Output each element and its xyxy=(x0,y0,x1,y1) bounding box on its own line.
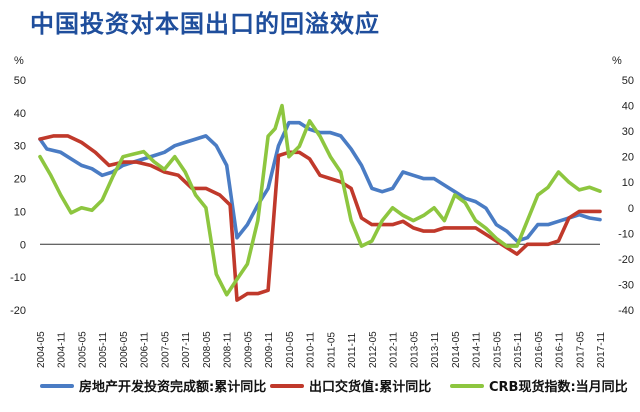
right-tick-label: -40 xyxy=(618,305,634,317)
right-tick-label: 0 xyxy=(628,203,634,215)
x-tick-label: 2011-05 xyxy=(326,332,337,368)
x-tick-label: 2010-05 xyxy=(285,331,296,368)
x-tick-label: 2007-11 xyxy=(181,332,192,368)
left-tick-label: 0 xyxy=(20,239,26,251)
right-tick-label: 20 xyxy=(622,152,634,164)
x-tick-label: 2008-11 xyxy=(223,332,234,368)
x-tick-label: 2008-05 xyxy=(202,331,213,368)
legend-label: CRB现货指数:当月同比 xyxy=(489,380,628,395)
left-tick-label: 40 xyxy=(14,108,26,120)
right-tick-label: 50 xyxy=(622,75,634,87)
right-tick-label: -20 xyxy=(618,254,634,266)
series-line-2 xyxy=(38,134,602,302)
x-tick-label: 2013-11 xyxy=(430,332,441,368)
x-tick-label: 2009-11 xyxy=(264,332,275,368)
x-tick-label: 2011-11 xyxy=(347,332,358,368)
x-tick-label: 2015-05 xyxy=(492,331,503,368)
x-tick-label: 2005-05 xyxy=(77,331,88,368)
left-tick-label: -20 xyxy=(10,305,26,317)
x-tick-label: 2014-05 xyxy=(451,331,462,368)
x-tick-label: 2004-11 xyxy=(57,332,68,368)
right-axis-unit: % xyxy=(612,55,622,67)
x-tick-label: 2017-11 xyxy=(596,332,607,368)
right-tick-label: -10 xyxy=(618,228,634,240)
legend: 房地产开发投资完成额:累计同比 出口交货值:累计同比 CRB现货指数:当月同比 xyxy=(40,376,640,398)
x-tick-label: 2016-11 xyxy=(555,332,566,368)
legend-swatch xyxy=(270,383,304,388)
right-tick-label: -30 xyxy=(618,279,634,291)
x-tick-label: 2004-05 xyxy=(36,331,47,368)
chart-title: 中国投资对本国出口的回溢效应 xyxy=(30,10,380,38)
axes-layer: % % -20 -10 0 10 20 30 40 50 -40 -30 -20 -10 0 10 20 30 40… xyxy=(10,55,634,368)
legend-swatch xyxy=(450,383,484,388)
x-tick-label: 2015-11 xyxy=(513,332,524,368)
right-tick-label: 40 xyxy=(622,101,634,113)
left-tick-label: 30 xyxy=(14,141,26,153)
left-tick-label: 50 xyxy=(14,75,26,87)
left-tick-label: -10 xyxy=(10,272,26,284)
legend-item-3: CRB现货指数:当月同比 xyxy=(450,376,628,395)
series-line-1 xyxy=(38,120,602,243)
x-tick-label: 2009-05 xyxy=(243,331,254,368)
x-tick-label: 2010-11 xyxy=(306,332,317,368)
x-tick-label: 2006-11 xyxy=(140,332,151,368)
x-tick-label: 2005-11 xyxy=(98,332,109,368)
right-tick-label: 30 xyxy=(622,126,634,138)
x-tick-label: 2013-05 xyxy=(409,331,420,368)
legend-label: 房地产开发投资完成额:累计同比 xyxy=(79,380,267,395)
right-tick-label: 10 xyxy=(622,177,634,189)
left-tick-label: 20 xyxy=(14,174,26,186)
x-tick-label: 2012-05 xyxy=(368,331,379,368)
x-tick-label: 2012-11 xyxy=(389,332,400,368)
legend-label: 出口交货值:累计同比 xyxy=(309,380,432,395)
x-tick-label: 2007-05 xyxy=(160,331,171,368)
left-tick-label: 10 xyxy=(14,206,26,218)
legend-swatch xyxy=(40,383,74,388)
legend-item-1: 房地产开发投资完成额:累计同比 xyxy=(40,376,266,395)
series-line-3 xyxy=(38,103,602,297)
x-tick-label: 2016-05 xyxy=(534,331,545,368)
series-layer xyxy=(38,103,602,302)
left-axis-unit: % xyxy=(14,55,24,67)
x-tick-label: 2014-11 xyxy=(472,332,483,368)
x-tick-label: 2006-05 xyxy=(119,331,130,368)
x-tick-label: 2017-05 xyxy=(575,331,586,368)
legend-item-2: 出口交货值:累计同比 xyxy=(270,376,431,395)
